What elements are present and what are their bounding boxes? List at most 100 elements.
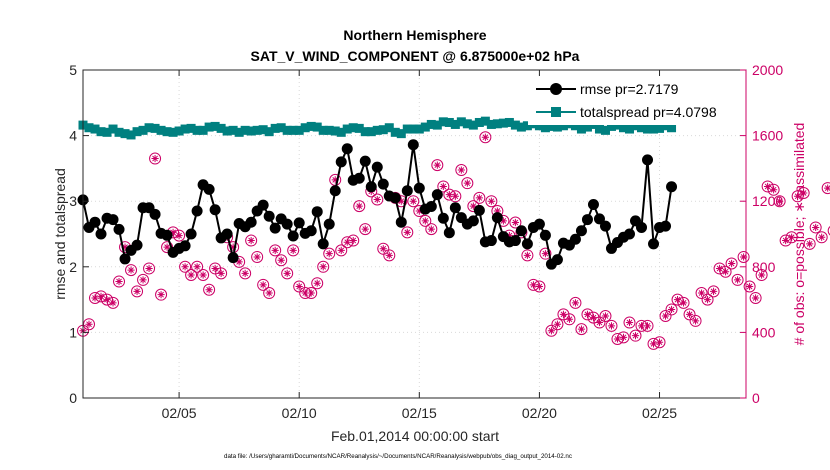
obs-assimilated-marker	[487, 197, 495, 205]
rmse-point	[107, 214, 119, 226]
obs-count-point	[605, 319, 618, 332]
obs-assimilated-marker	[529, 281, 538, 289]
obs-possible-marker	[689, 314, 702, 327]
obs-possible-marker	[347, 234, 360, 247]
rmse-point	[341, 143, 353, 155]
obs-possible-marker	[659, 310, 672, 322]
obs-assimilated-marker	[499, 217, 507, 225]
obs-count-series	[77, 131, 830, 350]
obs-count-point	[155, 288, 168, 301]
totalspread-point	[348, 123, 358, 133]
rmse-point	[515, 225, 527, 237]
obs-assimilated-marker	[685, 310, 694, 318]
totalspread-point	[324, 125, 334, 135]
obs-possible-marker	[725, 257, 738, 270]
y-tick-label-right: 400	[752, 324, 776, 340]
obs-possible-marker	[215, 267, 228, 280]
totalspread-point	[624, 124, 634, 134]
y-axis-label-right: # of obs: o=possible; ∗=assimilated	[791, 123, 807, 346]
y-tick-label-left: 0	[69, 390, 77, 406]
obs-assimilated-marker	[355, 202, 363, 210]
rmse-point	[437, 212, 449, 224]
totalspread-point	[390, 127, 400, 137]
y-tick-label-left: 1	[69, 324, 77, 340]
obs-possible-marker	[311, 277, 324, 290]
obs-assimilated-marker	[115, 277, 123, 286]
obs-count-point	[485, 195, 498, 208]
obs-possible-marker	[599, 310, 612, 322]
obs-count-point	[773, 195, 786, 208]
obs-possible-marker	[317, 260, 330, 273]
obs-assimilated-marker	[247, 236, 255, 245]
obs-assimilated-marker	[812, 223, 820, 232]
rmse-point	[648, 238, 660, 250]
obs-count-point	[803, 237, 816, 250]
rmse-point	[245, 216, 257, 228]
obs-count-point	[557, 308, 570, 321]
obs-assimilated-marker	[307, 289, 315, 297]
totalspread-point	[480, 116, 490, 126]
obs-count-point	[545, 324, 558, 337]
totalspread-point	[222, 126, 232, 136]
obs-count-point	[749, 291, 762, 304]
totalspread-point	[210, 121, 220, 131]
obs-count-point	[683, 308, 696, 321]
rmse-point	[311, 206, 323, 218]
rmse-point	[569, 233, 581, 245]
obs-assimilated-marker	[776, 197, 784, 205]
rmse-point	[575, 225, 587, 237]
obs-count-point	[695, 287, 708, 300]
obs-count-point	[107, 296, 120, 309]
obs-possible-marker	[707, 285, 720, 298]
totalspread-point	[114, 127, 124, 137]
obs-possible-marker	[437, 180, 450, 193]
obs-assimilated-marker	[643, 322, 652, 330]
obs-possible-marker	[191, 260, 204, 273]
obs-count-point	[95, 290, 108, 303]
rmse-point	[287, 230, 299, 242]
obs-count-point	[599, 310, 612, 322]
obs-count-point	[113, 275, 126, 288]
chart-title: Northern Hemisphere	[343, 27, 486, 43]
rmse-point	[467, 215, 479, 227]
obs-count-point	[551, 318, 564, 331]
obs-possible-marker	[197, 269, 210, 281]
x-tick-label: 02/15	[402, 405, 437, 421]
obs-assimilated-marker	[559, 310, 568, 318]
obs-count-point	[203, 283, 216, 296]
obs-possible-marker	[815, 231, 828, 244]
obs-assimilated-marker	[361, 225, 369, 233]
obs-possible-marker	[173, 229, 186, 242]
obs-assimilated-marker	[409, 197, 417, 205]
obs-assimilated-marker	[385, 251, 393, 259]
obs-count-point	[89, 291, 102, 304]
rmse-point	[521, 238, 533, 250]
totalspread-point	[156, 125, 166, 135]
obs-count-point	[509, 216, 522, 229]
totalspread-point	[246, 126, 256, 136]
rmse-point	[473, 204, 485, 216]
totalspread-point	[649, 124, 659, 134]
obs-count-point	[611, 332, 624, 345]
obs-assimilated-marker	[439, 182, 447, 191]
obs-possible-marker	[257, 278, 270, 291]
obs-count-point	[791, 190, 804, 203]
rmse-point	[113, 223, 125, 235]
obs-count-point	[653, 336, 666, 349]
obs-count-point	[569, 296, 582, 309]
x-tick-label: 02/20	[522, 405, 557, 421]
obs-assimilated-marker	[91, 294, 99, 302]
obs-possible-marker	[107, 296, 120, 309]
totalspread-point	[510, 120, 520, 130]
obs-assimilated-marker	[619, 333, 628, 341]
obs-possible-marker	[767, 183, 780, 196]
obs-possible-marker	[101, 293, 114, 306]
totalspread-point	[372, 125, 382, 135]
obs-possible-marker	[521, 249, 534, 262]
totalspread-point	[342, 124, 352, 134]
rmse-point	[491, 212, 503, 224]
obs-assimilated-marker	[752, 294, 760, 302]
rmse-point	[89, 216, 101, 228]
obs-assimilated-marker	[373, 195, 381, 204]
